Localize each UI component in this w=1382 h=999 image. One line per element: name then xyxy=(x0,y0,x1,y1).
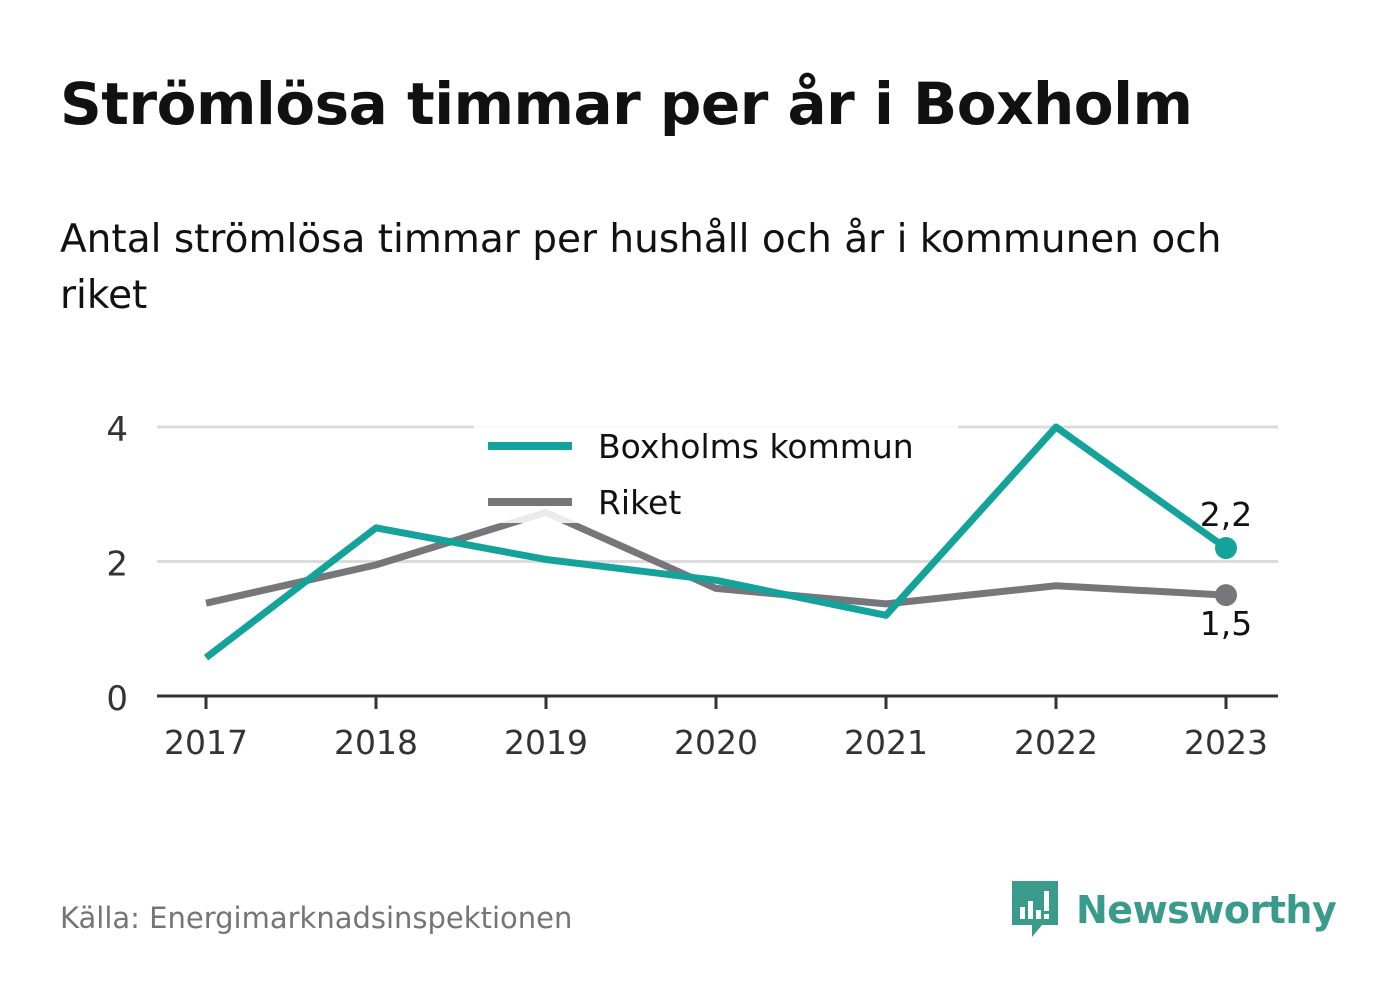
y-tick-label: 0 xyxy=(106,679,128,719)
y-tick-label: 4 xyxy=(106,410,128,450)
legend-label: Riket xyxy=(598,483,681,522)
series-end-point xyxy=(1215,584,1237,607)
chart-title: Strömlösa timmar per år i Boxholm xyxy=(60,70,1193,138)
y-tick-label: 2 xyxy=(106,545,128,585)
source-note: Källa: Energimarknadsinspektionen xyxy=(60,901,573,935)
series-line-boxholm xyxy=(203,423,1229,661)
x-tick-label: 2021 xyxy=(844,723,928,762)
x-tick-label: 2017 xyxy=(164,723,248,762)
x-tick-label: 2023 xyxy=(1184,723,1268,762)
x-tick-label: 2022 xyxy=(1014,723,1098,762)
data-label: 1,5 xyxy=(1200,604,1252,643)
chart-subtitle: Antal strömlösa timmar per hushåll och å… xyxy=(60,217,1222,318)
x-tick-label: 2020 xyxy=(674,723,758,762)
x-tick-label: 2019 xyxy=(504,723,588,762)
data-label: 2,2 xyxy=(1200,495,1252,534)
legend-label: Boxholms kommun xyxy=(598,427,914,466)
brand-name: Newsworthy xyxy=(1076,888,1337,932)
brand-logo: Newsworthy xyxy=(1010,878,1337,942)
series-end-point xyxy=(1215,537,1237,560)
x-tick-label: 2018 xyxy=(334,723,418,762)
newsworthy-logo-icon xyxy=(1012,881,1058,937)
series-line-riket xyxy=(205,508,1227,608)
